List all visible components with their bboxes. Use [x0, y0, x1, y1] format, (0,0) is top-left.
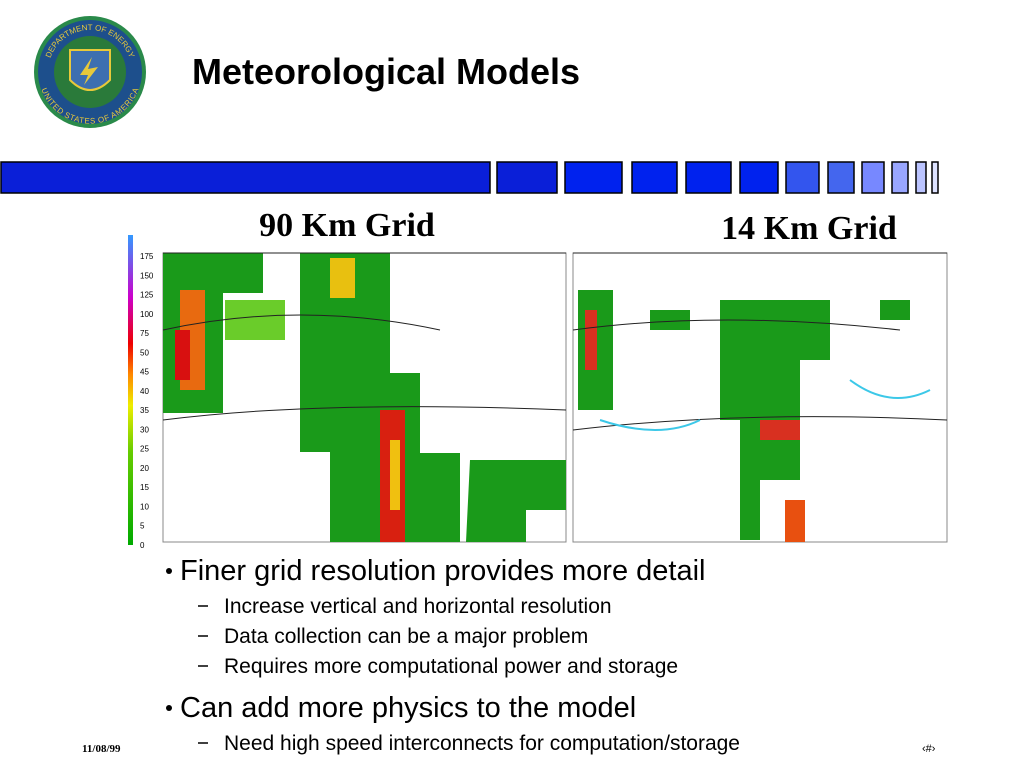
- header-bar: [0, 161, 939, 194]
- sub-bullet-text: Requires more computational power and st…: [224, 655, 678, 678]
- colorbar-label: 40: [140, 387, 149, 396]
- logo: DEPARTMENT OF ENERGY UNITED STATES OF AM…: [34, 16, 146, 128]
- colorbar-label: 30: [140, 425, 149, 434]
- colorbar-label: 50: [140, 348, 149, 357]
- colorbar-label: 5: [140, 522, 145, 531]
- colorbar-label: 15: [140, 483, 149, 492]
- colorbar-label: 45: [140, 368, 149, 377]
- bullet-dot: [166, 568, 172, 574]
- sub-bullet-text: Need high speed interconnects for comput…: [224, 732, 740, 755]
- colorbar-label: 0: [140, 541, 145, 550]
- bullet-dot: [166, 705, 172, 711]
- colorbar-label: 75: [140, 329, 149, 338]
- slide-number: ‹#›: [922, 743, 936, 755]
- map-label: 90 Km Grid: [259, 207, 435, 244]
- map-label: 14 Km Grid: [721, 210, 897, 247]
- colorbar-label: 10: [140, 502, 149, 511]
- sub-bullet-text: Data collection can be a major problem: [224, 625, 588, 648]
- map-90km: [162, 252, 567, 543]
- map-14km: [572, 252, 948, 543]
- colorbar: [128, 235, 133, 545]
- sub-bullet-text: Increase vertical and horizontal resolut…: [224, 595, 612, 618]
- colorbar-label: 175: [140, 252, 154, 261]
- colorbar-label: 150: [140, 271, 154, 280]
- colorbar-label: 35: [140, 406, 149, 415]
- colorbar-label: 100: [140, 310, 154, 319]
- footer-date: 11/08/99: [82, 743, 121, 755]
- colorbar-label: 20: [140, 464, 149, 473]
- title: Meteorological Models: [192, 51, 580, 92]
- colorbar-label: 125: [140, 291, 154, 300]
- bullet-text: Finer grid resolution provides more deta…: [180, 555, 705, 587]
- colorbar-label: 25: [140, 445, 149, 454]
- bullet-text: Can add more physics to the model: [180, 692, 636, 724]
